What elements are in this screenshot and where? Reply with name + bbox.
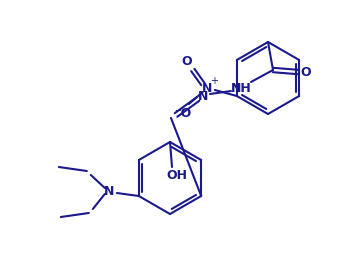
Text: O: O xyxy=(181,54,192,68)
Text: N: N xyxy=(198,90,208,103)
Text: N: N xyxy=(104,184,114,198)
Text: N: N xyxy=(201,82,212,95)
Text: +: + xyxy=(210,76,218,86)
Text: O: O xyxy=(301,66,311,78)
Text: NH: NH xyxy=(231,82,251,95)
Text: ⁻O: ⁻O xyxy=(174,106,191,119)
Text: OH: OH xyxy=(166,169,187,182)
